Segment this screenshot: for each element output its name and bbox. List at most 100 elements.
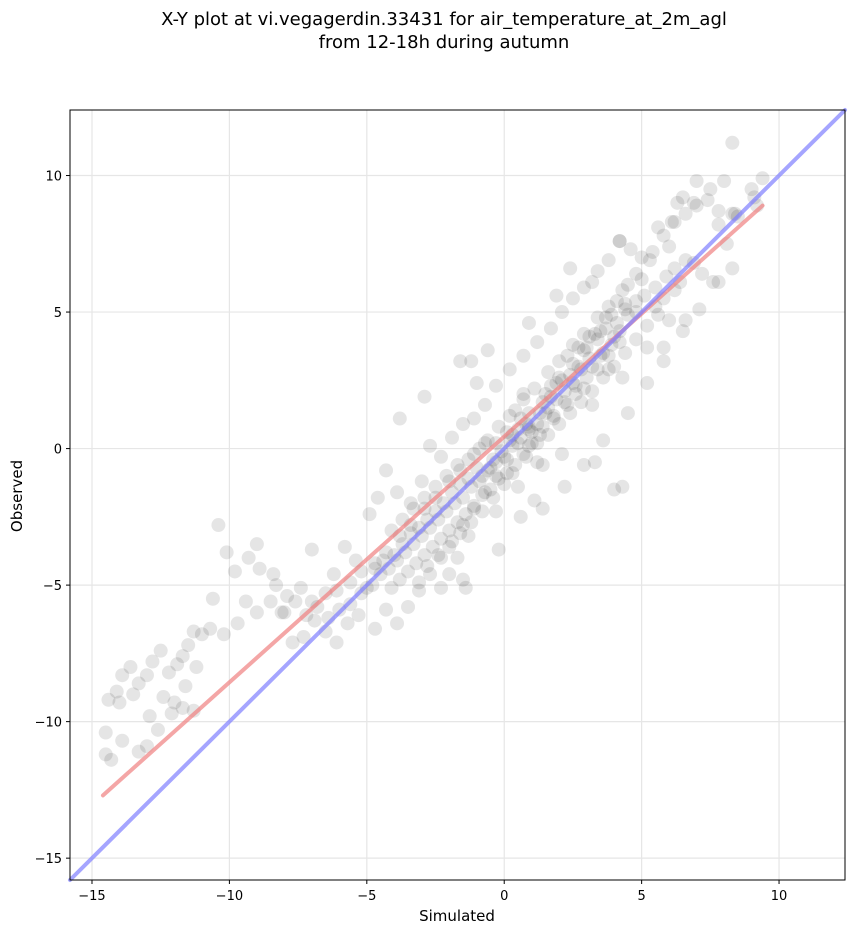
data-point	[477, 485, 492, 500]
data-point	[491, 542, 506, 557]
data-point	[423, 438, 438, 453]
data-point	[310, 599, 325, 614]
data-point	[439, 468, 454, 483]
data-point	[604, 307, 619, 322]
x-tick-label: 5	[637, 889, 645, 904]
data-point	[392, 411, 407, 426]
data-point	[532, 427, 547, 442]
grid	[70, 110, 845, 880]
data-point	[557, 395, 572, 410]
data-point	[431, 548, 446, 563]
data-point	[175, 700, 190, 715]
data-point	[711, 275, 726, 290]
data-point	[480, 433, 495, 448]
data-point	[535, 501, 550, 516]
data-point	[615, 370, 630, 385]
data-point	[442, 523, 457, 538]
data-point	[285, 635, 300, 650]
data-point	[560, 397, 575, 412]
data-point	[450, 550, 465, 565]
data-point	[612, 234, 627, 249]
data-point	[711, 217, 726, 232]
data-point	[579, 340, 594, 355]
data-point	[664, 214, 679, 229]
data-point	[269, 578, 284, 593]
data-point	[686, 195, 701, 210]
data-point	[445, 430, 460, 445]
data-point	[442, 539, 457, 554]
data-point	[434, 580, 449, 595]
data-point	[618, 346, 633, 361]
data-point	[379, 463, 394, 478]
data-point	[615, 283, 630, 298]
data-point	[576, 343, 591, 358]
data-point	[582, 329, 597, 344]
data-point	[675, 324, 690, 339]
y-tick-label: −10	[35, 716, 62, 731]
data-point	[642, 253, 657, 268]
data-point	[651, 220, 666, 235]
data-point	[414, 474, 429, 489]
data-point	[516, 348, 531, 363]
data-point	[115, 668, 130, 683]
data-point	[203, 621, 218, 636]
x-tick-label: 0	[500, 889, 508, 904]
data-point	[178, 679, 193, 694]
data-point	[409, 556, 424, 571]
data-point	[576, 280, 591, 295]
y-tick-label: −5	[43, 579, 62, 594]
data-point	[277, 605, 292, 620]
data-point	[412, 575, 427, 590]
data-point	[634, 272, 649, 287]
data-point	[445, 534, 460, 549]
x-tick-label: −5	[357, 889, 376, 904]
data-point	[508, 457, 523, 472]
data-point	[620, 406, 635, 421]
data-point	[618, 296, 633, 311]
data-point	[711, 204, 726, 219]
data-point	[640, 340, 655, 355]
data-point	[662, 313, 677, 328]
data-point	[703, 182, 718, 197]
data-point	[502, 362, 517, 377]
data-point	[620, 277, 635, 292]
data-point	[524, 436, 539, 451]
data-point	[469, 376, 484, 391]
data-point	[505, 466, 520, 481]
data-point	[475, 488, 490, 502]
data-point	[552, 417, 567, 432]
data-point	[249, 605, 264, 620]
data-point	[678, 313, 693, 328]
data-point	[645, 244, 660, 259]
data-point	[153, 643, 168, 658]
data-point	[648, 280, 663, 295]
data-point	[552, 354, 567, 369]
data-point	[678, 206, 693, 221]
data-point	[513, 509, 528, 524]
data-point	[565, 337, 580, 352]
data-point	[510, 479, 525, 494]
data-point	[288, 594, 303, 609]
data-point	[662, 239, 677, 254]
data-point	[598, 310, 613, 325]
data-point	[417, 548, 432, 563]
data-point	[640, 318, 655, 333]
data-point	[585, 397, 600, 412]
data-point	[455, 518, 470, 533]
data-point	[412, 583, 427, 598]
data-point	[557, 479, 572, 494]
data-point	[434, 449, 449, 464]
data-point	[598, 321, 613, 336]
data-point	[458, 507, 473, 522]
points-layer	[98, 135, 770, 767]
data-point	[568, 386, 583, 401]
data-point	[535, 457, 550, 472]
data-point	[552, 370, 567, 385]
data-point	[150, 722, 165, 737]
data-point	[521, 315, 536, 330]
identity-line	[68, 108, 847, 882]
data-point	[227, 564, 242, 579]
data-point	[145, 654, 160, 669]
data-point	[488, 504, 503, 519]
data-point	[659, 269, 674, 284]
